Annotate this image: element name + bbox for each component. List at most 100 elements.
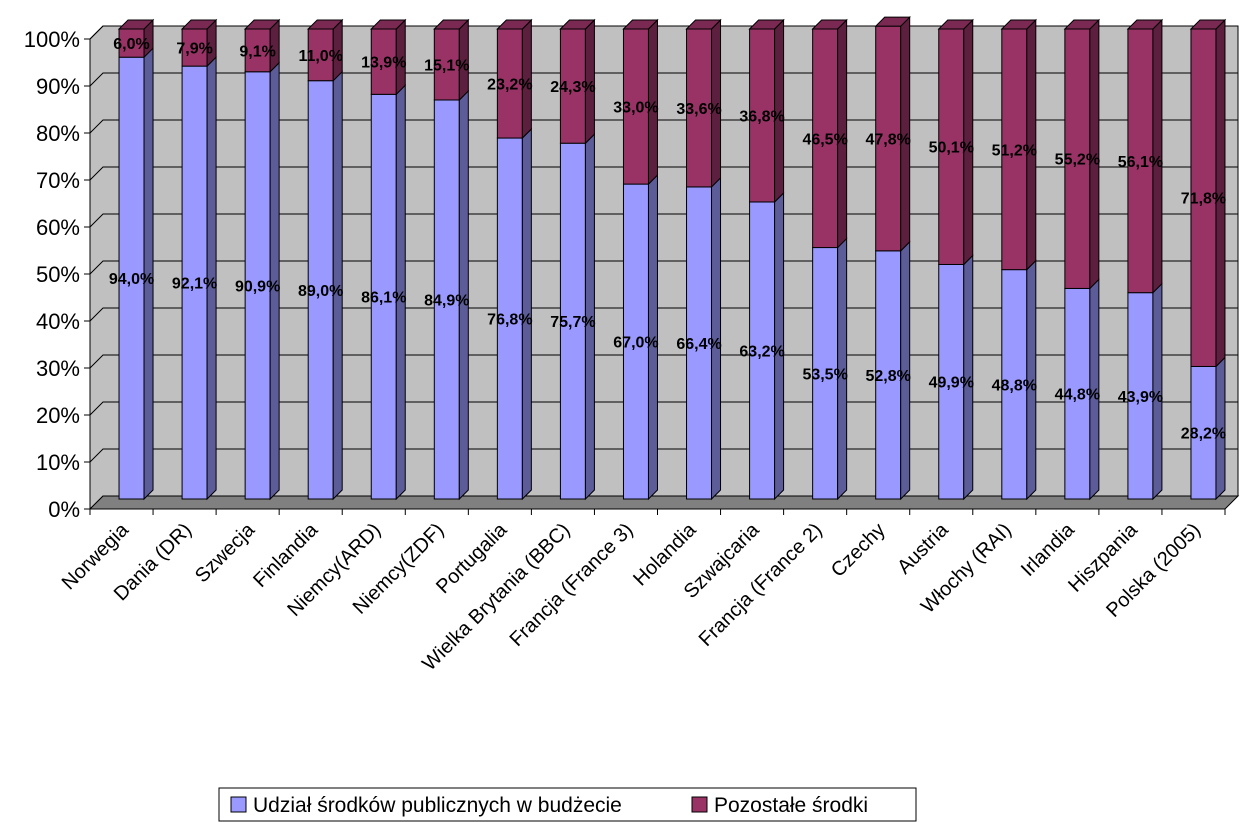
bar-segment-other <box>370 18 407 96</box>
data-label: 76,8% <box>487 312 532 329</box>
bar-front <box>370 93 397 500</box>
legend: Udział środków publicznych w budżecie Po… <box>218 787 917 822</box>
bar-top <box>117 19 155 30</box>
x-tick-label: Austria <box>893 518 953 578</box>
data-label: 75,7% <box>550 314 595 331</box>
data-label: 94,0% <box>109 271 154 288</box>
bar-front <box>938 263 965 500</box>
bar-segment-public <box>749 191 785 501</box>
bar-front <box>1127 28 1154 294</box>
data-label: 24,3% <box>550 79 595 96</box>
bar-front <box>749 28 776 203</box>
bar-front <box>1001 28 1028 271</box>
bar-segment-other <box>937 18 974 266</box>
x-tick-label: Irlandia <box>1017 518 1080 581</box>
legend-swatch-public <box>230 796 247 813</box>
data-label: 56,1% <box>1118 154 1163 171</box>
bar-segment-other <box>306 18 344 82</box>
y-tick-label: 60% <box>36 215 80 240</box>
data-label: 43,9% <box>1118 389 1163 406</box>
bar-top <box>1126 19 1164 30</box>
bar-segment-other <box>1063 18 1101 290</box>
bar-top <box>433 19 470 30</box>
legend-label-other: Pozostałe środki <box>714 794 868 817</box>
data-label: 33,6% <box>676 101 721 118</box>
data-label: 6,0% <box>113 36 149 53</box>
bar-segment-public <box>622 173 658 501</box>
data-label: 46,5% <box>802 131 847 148</box>
bar-segment-other <box>811 18 848 249</box>
bar-top <box>937 19 974 30</box>
bar-front <box>1190 28 1217 367</box>
bar-segment-other <box>1189 18 1227 368</box>
bar-segment-public <box>875 240 911 501</box>
bar-front <box>559 28 586 144</box>
bar-front <box>875 250 902 500</box>
y-tick-label: 10% <box>36 450 80 475</box>
gridline <box>89 307 1238 322</box>
data-label: 50,1% <box>929 140 974 157</box>
bar-front <box>244 71 271 500</box>
data-label: 67,0% <box>613 335 658 352</box>
bar-segment-other <box>433 18 470 102</box>
bar-segment-other <box>559 18 596 145</box>
data-label: 44,8% <box>1055 387 1100 404</box>
bar-top <box>180 19 218 30</box>
gridline <box>89 25 1238 40</box>
data-label: 92,1% <box>172 276 217 293</box>
bar-front <box>181 28 208 67</box>
bar-segment-other <box>685 18 722 189</box>
gridline <box>89 448 1238 463</box>
bar-segment-public <box>1127 282 1163 501</box>
data-label: 48,8% <box>992 377 1037 394</box>
bar-segment-public <box>181 55 217 501</box>
gridline <box>89 401 1238 416</box>
bar-front <box>1064 28 1091 289</box>
data-label: 49,9% <box>929 375 974 392</box>
gridlines <box>89 25 1238 463</box>
bar-front <box>433 99 460 500</box>
data-label: 89,0% <box>298 283 343 300</box>
data-label: 7,9% <box>176 41 212 58</box>
gridline <box>89 260 1238 275</box>
bar-segment-public <box>1064 278 1100 501</box>
bar-front <box>1127 292 1154 500</box>
bar-top <box>1063 19 1101 30</box>
bar-top <box>496 19 533 30</box>
gridline <box>89 213 1238 228</box>
bar-top <box>1000 19 1038 30</box>
y-tick-label: 90% <box>36 74 80 99</box>
bar-front <box>1001 269 1028 500</box>
y-tick-label: 20% <box>36 403 80 428</box>
bar-top <box>370 19 407 30</box>
bar-front <box>559 142 586 500</box>
bar-segment-public <box>938 254 974 501</box>
data-label: 84,9% <box>424 292 469 309</box>
data-label: 9,1% <box>239 43 275 60</box>
bar-segment-public <box>433 89 469 501</box>
bar-top <box>1189 19 1227 30</box>
bar-segment-public <box>812 237 848 501</box>
data-label: 28,2% <box>1181 426 1226 443</box>
gridline <box>89 166 1238 181</box>
bar-segment-public <box>307 70 343 501</box>
bar-top <box>685 19 722 30</box>
bar-segment-other <box>622 18 659 186</box>
y-tick-label: 40% <box>36 309 80 334</box>
bar-front <box>244 28 271 73</box>
bar-segment-other <box>874 15 911 253</box>
bar-top <box>748 19 785 30</box>
bar-front <box>1190 365 1217 500</box>
bar-segment-public <box>244 61 280 501</box>
data-labels: 94,0% 6,0% 92,1% 7,9% 90,9% 9,1% 89,0% 11,0% 86,… <box>109 36 1226 443</box>
bar-front <box>875 25 902 252</box>
data-label: 90,9% <box>235 278 280 295</box>
y-tick-label: 80% <box>36 121 80 146</box>
bar-segment-other <box>496 18 533 140</box>
data-label: 52,8% <box>866 368 911 385</box>
y-tick-label: 70% <box>36 168 80 193</box>
data-label: 15,1% <box>424 57 469 74</box>
bar-segment-public <box>1190 356 1226 501</box>
